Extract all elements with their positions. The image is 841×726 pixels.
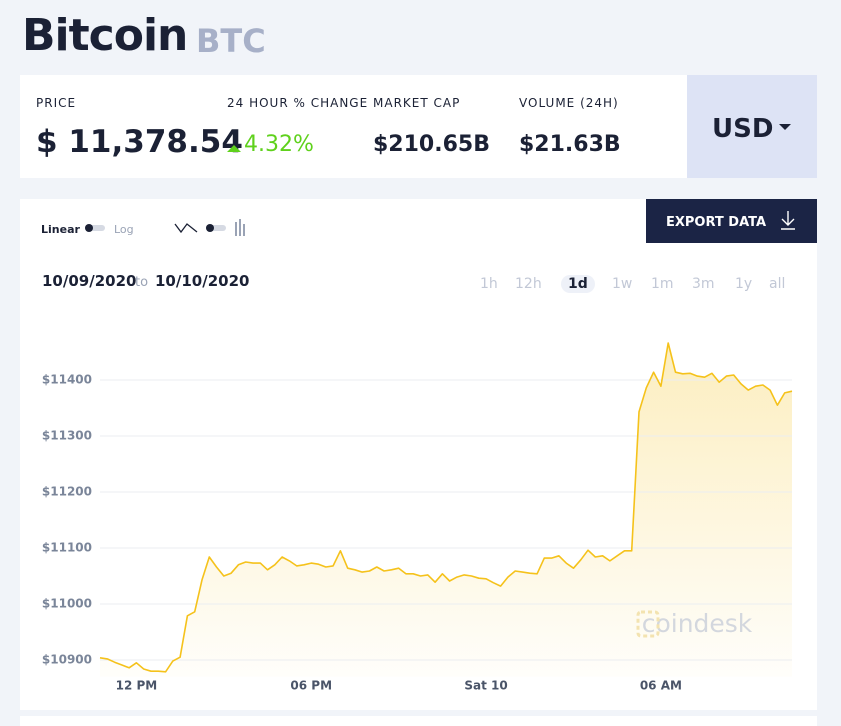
coin-symbol: BTC — [196, 22, 266, 60]
chart: coindesk $10900 $11000 $11100 $11200 $11300 $… — [42, 342, 793, 693]
x-tick-label: Sat 10 — [464, 679, 507, 693]
currency-button[interactable] — [687, 75, 817, 178]
range-button[interactable]: 1w — [612, 276, 633, 292]
y-tick-label: $11400 — [42, 373, 92, 387]
date-to[interactable]: 10/10/2020 — [155, 272, 250, 290]
stat-label: VOLUME (24H) — [519, 96, 619, 110]
area — [100, 343, 792, 677]
price-line — [99, 342, 793, 673]
stat-value: $ 11,378.54 — [36, 124, 243, 160]
scale-toggle[interactable] — [85, 224, 107, 232]
stat-value: 4.32% — [244, 132, 314, 157]
range-button[interactable]: 1d — [561, 275, 595, 293]
stat-value: $210.65B — [373, 132, 490, 157]
range-button[interactable]: all — [769, 276, 786, 292]
date-from[interactable]: 10/09/2020 — [42, 272, 137, 290]
dropdown-caret — [779, 124, 791, 130]
next-card — [20, 716, 817, 726]
y-tick-label: $11200 — [42, 485, 92, 499]
range-button[interactable]: 12h — [515, 276, 542, 292]
x-tick-label: 06 PM — [290, 679, 332, 693]
coin-title: Bitcoin — [22, 10, 188, 61]
date-to-word: to — [135, 275, 149, 290]
range-button[interactable]: 1h — [480, 276, 498, 292]
stats-card — [20, 75, 817, 178]
up-arrow — [227, 145, 241, 152]
stat-label: MARKET CAP — [373, 96, 461, 110]
watermark: coindesk — [642, 609, 753, 638]
y-tick-label: $11000 — [42, 597, 92, 611]
chart-type-toggle[interactable] — [174, 218, 254, 238]
range-button[interactable]: 1m — [651, 276, 674, 292]
download-icon — [781, 211, 795, 230]
stat-label: 24 HOUR % CHANGE — [227, 96, 369, 110]
x-tick-label: 12 PM — [116, 679, 158, 693]
range-button[interactable]: 1y — [735, 276, 753, 292]
y-tick-label: $11100 — [42, 541, 92, 555]
stat-label: PRICE — [36, 96, 77, 110]
watermark-logo — [636, 610, 660, 638]
x-tick-label: 06 AM — [640, 679, 682, 693]
stat-value: $21.63B — [519, 132, 621, 157]
export-label[interactable]: EXPORT DATA — [666, 215, 767, 230]
linear-label[interactable]: Linear — [41, 223, 80, 236]
currency-label[interactable]: USD — [712, 114, 774, 144]
y-tick-label: $10900 — [42, 653, 92, 667]
range-button[interactable]: 3m — [692, 276, 715, 292]
y-tick-label: $11300 — [42, 429, 92, 443]
log-label[interactable]: Log — [114, 223, 134, 236]
